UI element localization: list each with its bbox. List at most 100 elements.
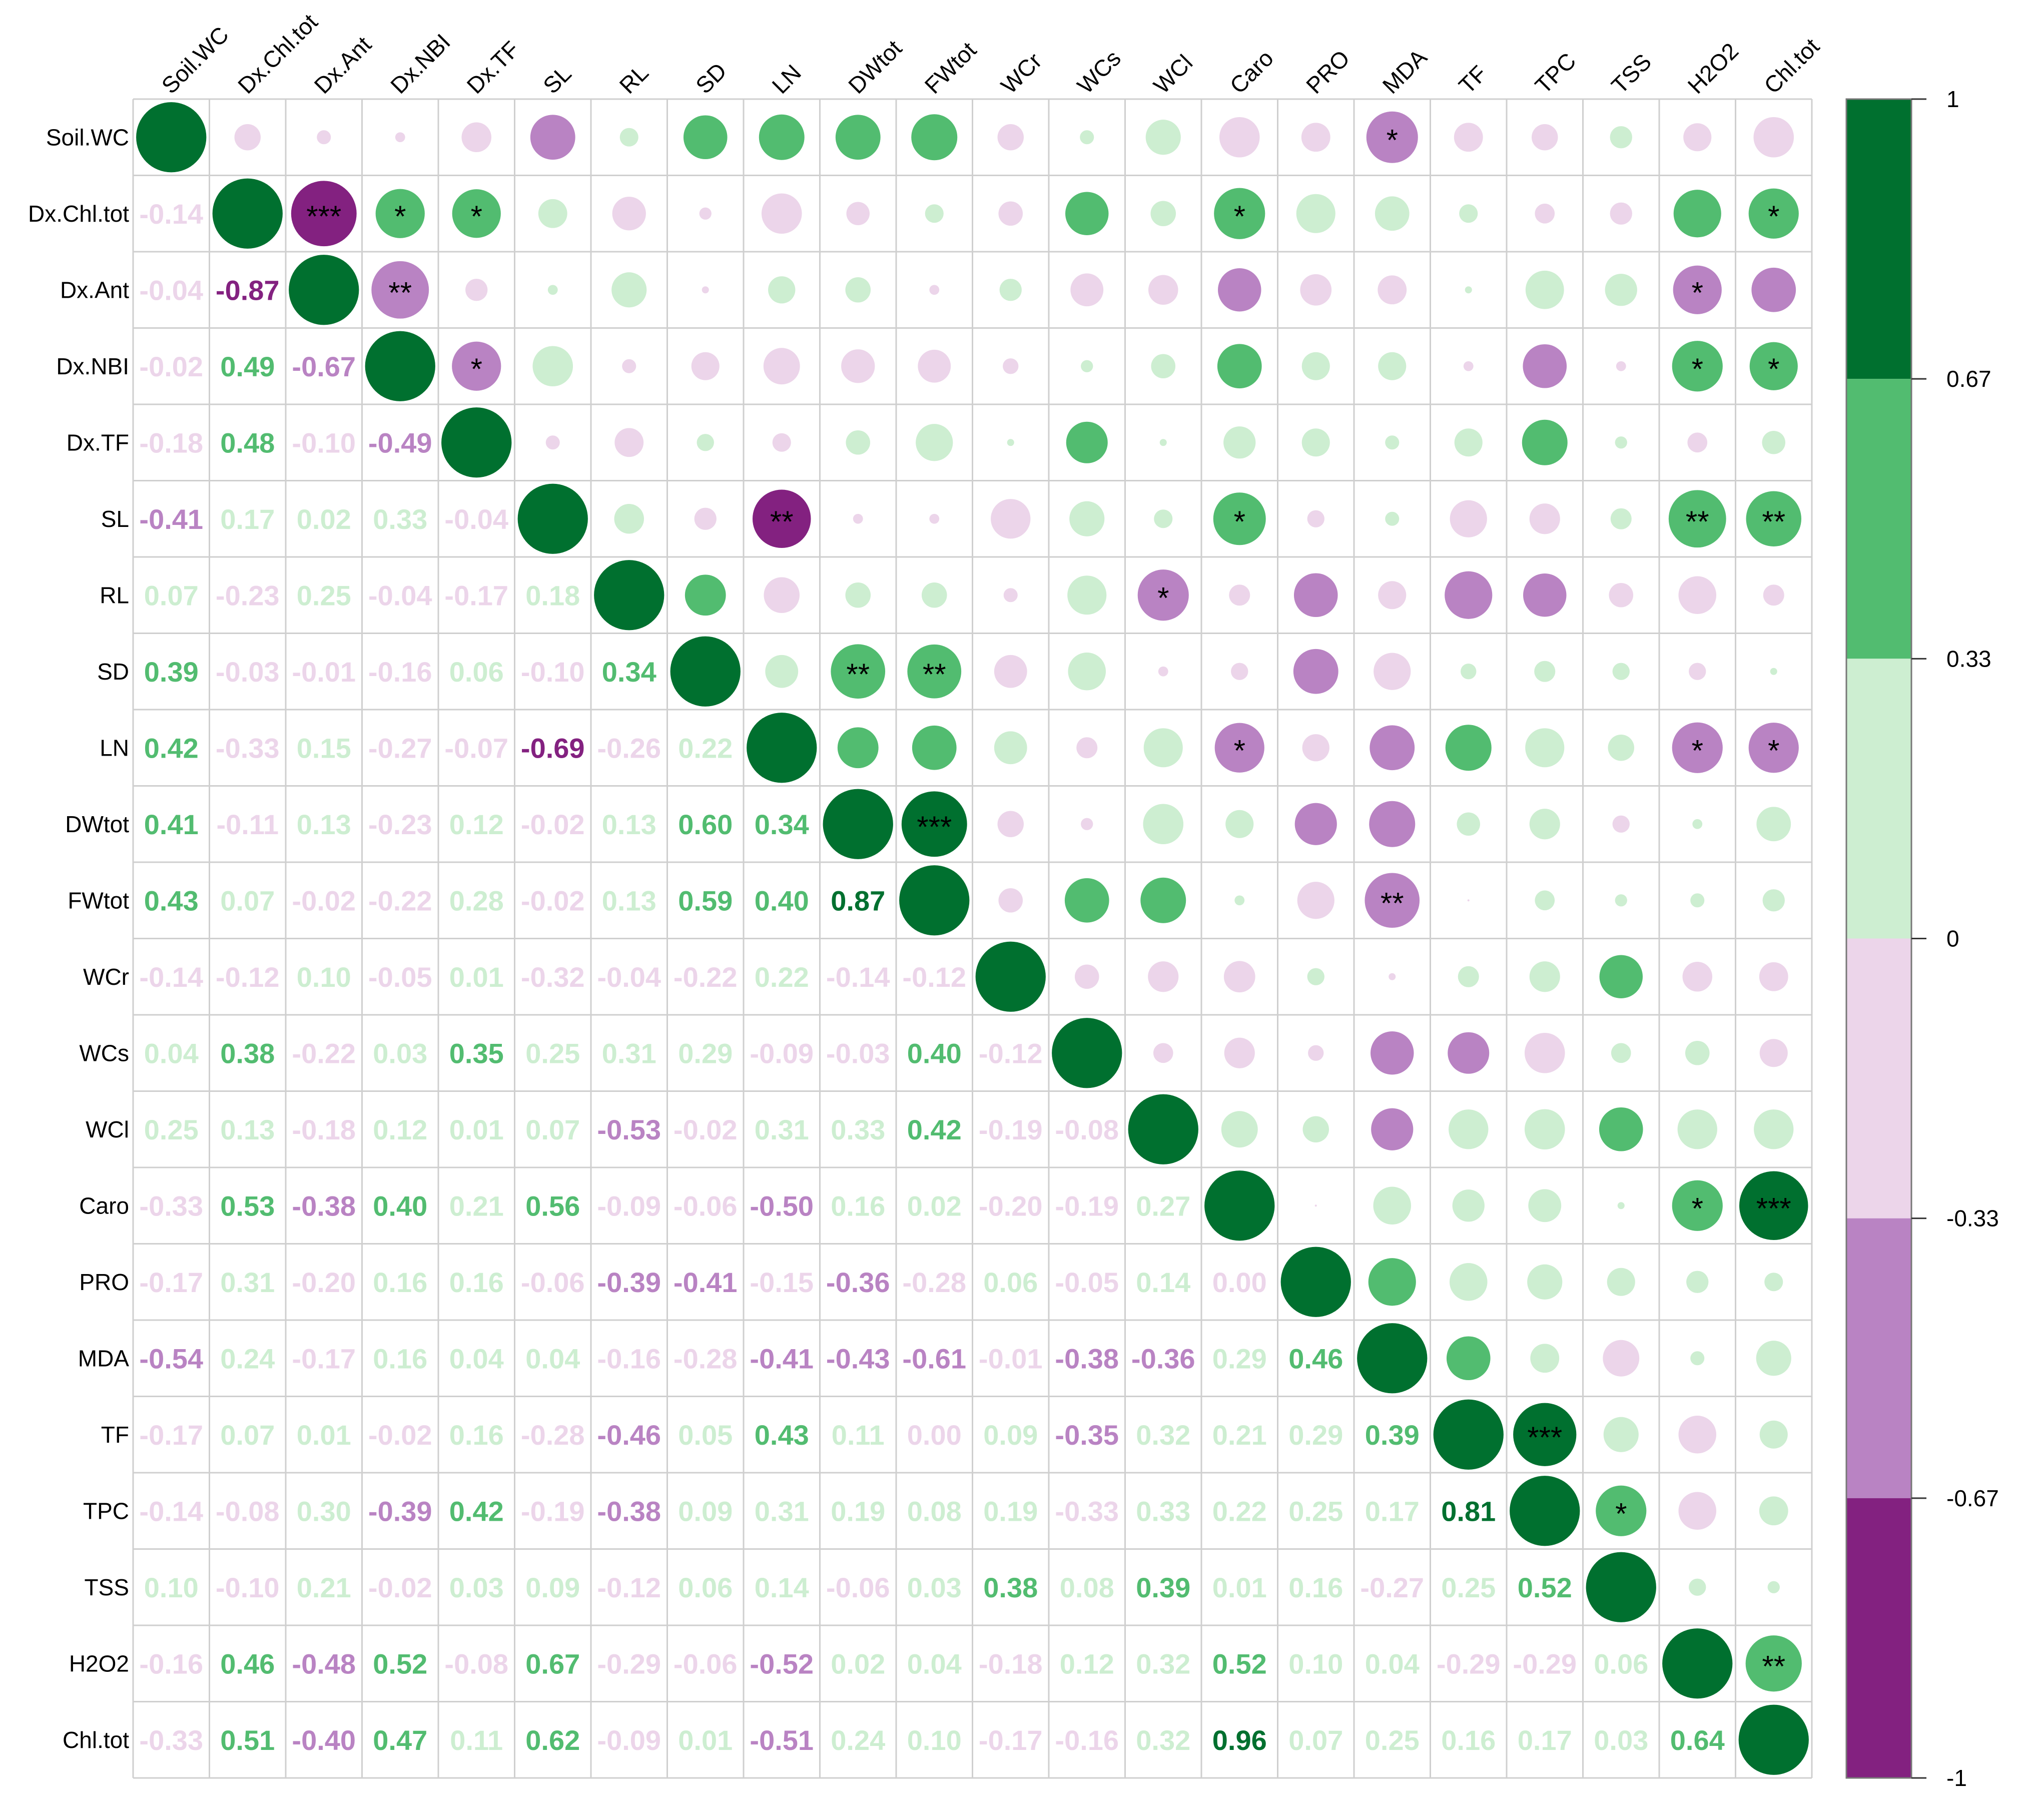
corr-circle [1603, 1340, 1640, 1377]
coef-label: 0.39 [144, 656, 199, 688]
corr-circle [1300, 274, 1332, 306]
matrix-cells: -0.14 -0.04 -0.87 -0.02 0.49 -0.67 -0.18 0.48 -0… [136, 102, 1809, 1775]
significance-stars: * [1157, 581, 1169, 615]
corr-circle [1751, 267, 1796, 312]
corr-circle [1608, 735, 1634, 761]
corr-circle [1370, 725, 1415, 771]
corr-circle [1450, 500, 1487, 537]
corr-circle [1446, 1336, 1491, 1381]
coef-label: 0.18 [525, 579, 580, 611]
coef-label: 0.16 [449, 1267, 504, 1298]
corr-circle [1158, 666, 1168, 677]
significance-stars: ** [1381, 886, 1404, 920]
row-label: Dx.NBI [56, 353, 129, 379]
significance-stars: * [1692, 352, 1703, 386]
coef-label: 0.29 [1288, 1419, 1343, 1451]
corr-circle [395, 132, 405, 143]
coef-label: 0.25 [1288, 1495, 1343, 1527]
colorbar-segment [1846, 938, 1911, 1219]
coef-label: -0.12 [979, 1037, 1043, 1069]
coef-label: -0.02 [673, 1114, 738, 1145]
corr-circle [611, 272, 647, 308]
coef-label: 0.09 [983, 1419, 1038, 1451]
corr-circle [1672, 1180, 1723, 1231]
coef-label: -0.12 [597, 1572, 661, 1603]
significance-stars: * [1768, 200, 1779, 233]
coef-label: 0.06 [983, 1267, 1038, 1298]
coef-label: 0.01 [449, 1114, 504, 1145]
corr-circle [1452, 1189, 1485, 1222]
corr-circle [375, 189, 425, 238]
coef-label: -0.52 [750, 1648, 814, 1679]
coef-label: 0.59 [678, 885, 733, 916]
corr-circle [901, 791, 967, 857]
coef-label: -0.15 [750, 1267, 814, 1298]
coef-label: 0.11 [832, 1419, 885, 1451]
corr-circle [831, 644, 886, 699]
corr-circle [1522, 419, 1568, 465]
coef-label: -0.18 [979, 1648, 1043, 1679]
corr-circle [1617, 1202, 1625, 1209]
coef-label: 0.56 [525, 1190, 580, 1222]
coef-label: -0.33 [1055, 1495, 1119, 1527]
corr-circle [614, 503, 644, 534]
corr-circle [1762, 889, 1785, 912]
corr-circle [846, 430, 871, 455]
coef-label: -0.17 [979, 1724, 1043, 1756]
corr-circle [1365, 873, 1420, 928]
coef-label: 0.16 [373, 1343, 427, 1374]
coef-label: 0.21 [449, 1190, 504, 1222]
corr-circle [1763, 584, 1784, 606]
coef-label: -0.02 [521, 809, 585, 840]
coef-label: 0.17 [220, 503, 275, 535]
coef-label: -0.41 [139, 503, 203, 535]
corr-circle [764, 577, 800, 614]
corr-circle [1221, 1111, 1258, 1148]
significance-stars: * [1768, 734, 1779, 767]
corr-circle [1064, 878, 1109, 923]
corr-circle [1457, 812, 1481, 836]
corr-circle [1223, 426, 1256, 459]
coef-label: -0.03 [826, 1037, 890, 1069]
coef-label: 0.32 [1136, 1419, 1190, 1451]
corr-circle [1534, 661, 1556, 682]
corr-circle [1610, 508, 1632, 529]
corr-circle [925, 204, 944, 223]
coef-label: -0.35 [1055, 1419, 1119, 1451]
corr-circle [1528, 1189, 1562, 1223]
coef-label: -0.17 [292, 1343, 356, 1374]
corr-circle [845, 277, 871, 303]
coef-label: -0.14 [139, 1495, 203, 1527]
corr-circle [1610, 202, 1632, 225]
coef-label: -0.02 [368, 1419, 432, 1451]
corr-circle [907, 644, 962, 699]
significance-stars: * [1692, 1191, 1703, 1225]
corr-circle [538, 199, 567, 228]
coef-label: -0.04 [368, 579, 432, 611]
coef-label: -0.38 [292, 1190, 356, 1222]
corr-circle [1672, 722, 1723, 773]
corr-circle [837, 727, 879, 769]
coef-label: 0.02 [297, 503, 351, 535]
coef-label: -0.14 [139, 961, 203, 993]
coef-label: -0.28 [902, 1267, 966, 1298]
corr-circle [685, 574, 726, 616]
corr-circle [1314, 1204, 1317, 1207]
coef-label: -0.67 [292, 351, 356, 382]
coef-label: -0.27 [368, 732, 432, 764]
coef-label: -0.14 [826, 961, 890, 993]
corr-circle [997, 811, 1024, 837]
coef-label: 0.29 [1212, 1343, 1267, 1374]
coef-label: 0.07 [525, 1114, 580, 1145]
coef-label: 0.33 [1136, 1495, 1190, 1527]
corr-circle [1465, 286, 1472, 294]
coef-label: 0.04 [525, 1343, 580, 1374]
corr-circle [1530, 1344, 1560, 1373]
corr-circle [1753, 117, 1794, 158]
coef-label: -0.22 [368, 885, 432, 916]
coef-label: -0.50 [750, 1190, 814, 1222]
coef-label: 0.22 [1212, 1495, 1267, 1527]
corr-circle [1366, 111, 1418, 163]
corr-circle [614, 428, 644, 457]
corr-circle [1759, 1496, 1788, 1526]
